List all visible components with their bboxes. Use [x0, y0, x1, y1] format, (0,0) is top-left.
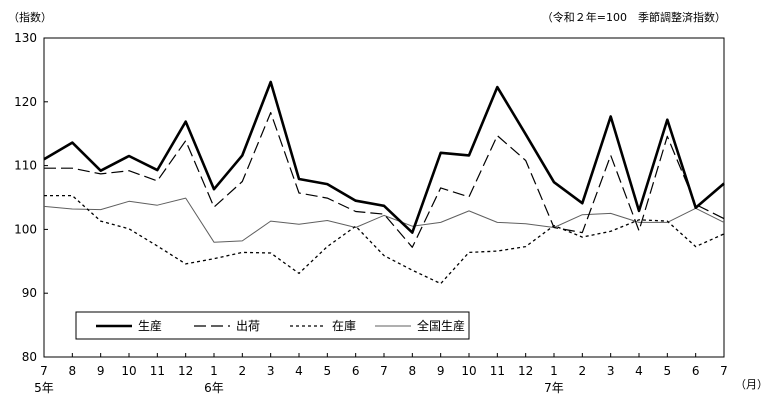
legend-label: 出荷	[236, 319, 260, 333]
y-tick-label: 90	[22, 286, 37, 300]
x-tick-label: 5	[324, 364, 332, 378]
x-tick-label: 11	[150, 364, 165, 378]
x-tick-label: 4	[295, 364, 303, 378]
x-tick-label: 11	[490, 364, 505, 378]
x-tick-label: 10	[461, 364, 476, 378]
x-axis-unit-label: （月）	[735, 378, 768, 391]
legend: 生産 出荷 在庫 全国生産	[75, 311, 470, 340]
x-tick-label: 2	[239, 364, 247, 378]
x-tick-label: 10	[121, 364, 136, 378]
x-tick-label: 7	[40, 364, 48, 378]
x-tick-label: 3	[267, 364, 275, 378]
x-tick-label: 7	[380, 364, 388, 378]
x-tick-label: 12	[178, 364, 193, 378]
x-tick-label: 4	[635, 364, 643, 378]
chart-note: （令和２年=100 季節調整済指数）	[542, 10, 726, 24]
series-lines	[43, 80, 725, 285]
x-axis: 7 8 9 10 11 12 1 2 3 4 5 6 7 8 9 10 11 12 1 2 3 4 5 6 75年 6年 7年	[34, 353, 728, 395]
y-tick-label: 120	[14, 95, 37, 109]
legend-label: 在庫	[332, 319, 356, 333]
x-tick-label: 6	[692, 364, 700, 378]
x-tick-label: 3	[607, 364, 615, 378]
x-tick-label: 12	[518, 364, 533, 378]
x-tick-label: 8	[409, 364, 417, 378]
x-tick-label: 5	[664, 364, 672, 378]
legend-label: 生産	[138, 318, 162, 333]
x-year-label: 6年	[204, 381, 224, 395]
y-axis-unit-label: （指数）	[8, 10, 52, 24]
x-tick-label: 1	[550, 364, 558, 378]
y-tick-label: 130	[14, 31, 37, 45]
x-year-label: 5年	[34, 381, 54, 395]
legend-label: 全国生産	[417, 318, 465, 333]
series-line-1	[43, 80, 725, 234]
x-tick-label: 9	[437, 364, 445, 378]
x-tick-label: 1	[210, 364, 218, 378]
x-tick-label: 8	[69, 364, 77, 378]
x-tick-label: 9	[97, 364, 105, 378]
y-tick-label: 110	[14, 159, 37, 173]
y-tick-label: 100	[14, 222, 37, 236]
y-tick-label: 80	[22, 350, 37, 364]
y-axis: 80 90 100 110 120 130	[14, 31, 48, 364]
x-tick-label: 6	[352, 364, 360, 378]
x-tick-label: 2	[579, 364, 587, 378]
x-year-label: 7年	[544, 381, 564, 395]
series-line-4	[43, 197, 725, 243]
series-line-3	[44, 194, 725, 285]
x-tick-label: 7	[720, 364, 728, 378]
plot-frame	[43, 37, 725, 358]
